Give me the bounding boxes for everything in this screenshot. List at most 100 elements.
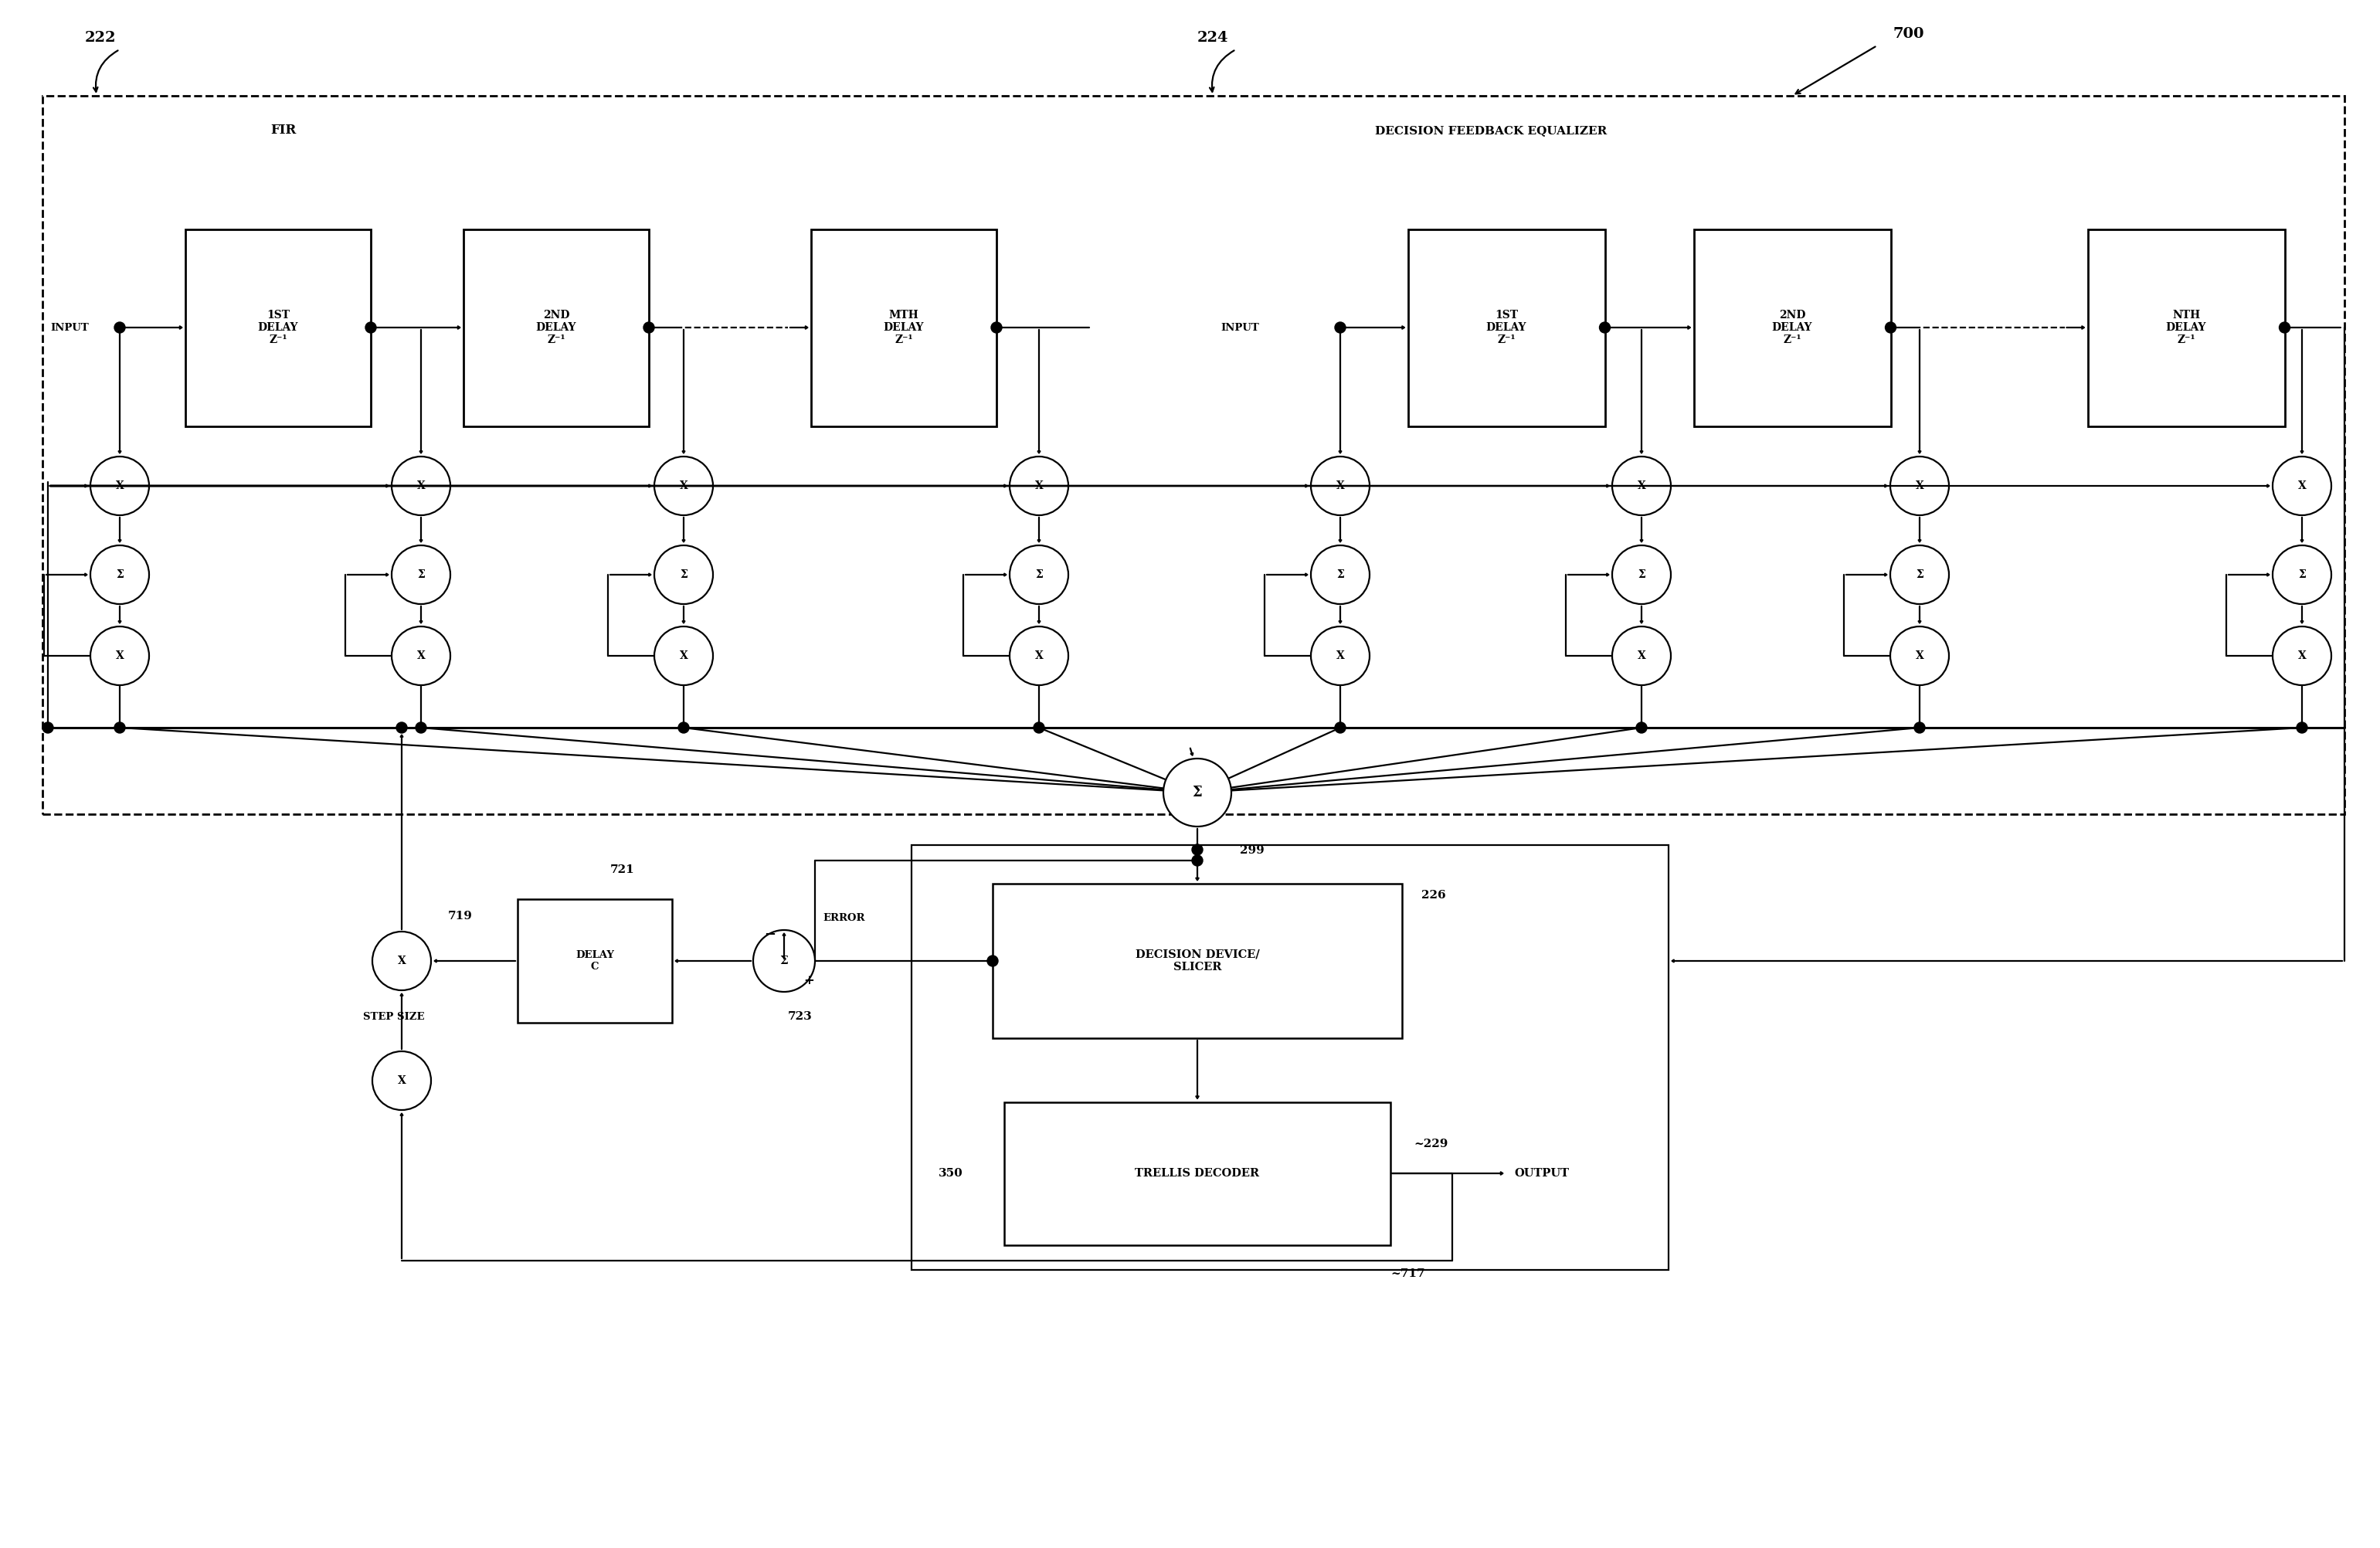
Circle shape <box>1611 627 1671 686</box>
Text: 222: 222 <box>86 31 117 45</box>
Bar <box>812 229 997 426</box>
Circle shape <box>655 545 714 604</box>
Text: 719: 719 <box>447 910 474 921</box>
Circle shape <box>1009 545 1069 604</box>
Text: 723: 723 <box>788 1011 812 1022</box>
Circle shape <box>1885 322 1897 333</box>
Circle shape <box>1311 457 1368 515</box>
Text: DECISION DEVICE/
SLICER: DECISION DEVICE/ SLICER <box>1135 949 1259 972</box>
Circle shape <box>678 723 690 734</box>
Text: Σ: Σ <box>1338 570 1345 580</box>
Circle shape <box>367 322 376 333</box>
Circle shape <box>1890 627 1949 686</box>
Text: X: X <box>1637 650 1645 661</box>
Text: X: X <box>1916 480 1923 491</box>
Text: X: X <box>416 650 426 661</box>
Circle shape <box>1335 723 1345 734</box>
Text: OUTPUT: OUTPUT <box>1514 1167 1568 1178</box>
Text: X: X <box>2297 480 2306 491</box>
Bar <box>516 899 671 1023</box>
Text: X: X <box>397 1076 407 1087</box>
Text: ~229: ~229 <box>1414 1139 1447 1150</box>
Bar <box>2087 229 2285 426</box>
Text: 1ST
DELAY
Z⁻¹: 1ST DELAY Z⁻¹ <box>257 310 298 345</box>
Text: 224: 224 <box>1197 31 1228 45</box>
Circle shape <box>643 322 654 333</box>
Bar <box>912 845 1668 1269</box>
Circle shape <box>371 932 431 991</box>
Text: X: X <box>678 480 688 491</box>
Circle shape <box>1611 457 1671 515</box>
Circle shape <box>2297 723 2306 734</box>
Bar <box>186 229 371 426</box>
Circle shape <box>1033 723 1045 734</box>
Text: Σ: Σ <box>117 570 124 580</box>
Text: 1ST
DELAY
Z⁻¹: 1ST DELAY Z⁻¹ <box>1485 310 1526 345</box>
Text: Σ: Σ <box>416 570 424 580</box>
Text: X: X <box>1335 650 1345 661</box>
Text: 2ND
DELAY
Z⁻¹: 2ND DELAY Z⁻¹ <box>1771 310 1814 345</box>
Circle shape <box>2273 627 2332 686</box>
Circle shape <box>90 545 150 604</box>
Circle shape <box>988 955 997 966</box>
Text: Σ: Σ <box>781 955 788 966</box>
Text: 350: 350 <box>938 1167 964 1178</box>
Text: NTH
DELAY
Z⁻¹: NTH DELAY Z⁻¹ <box>2166 310 2206 345</box>
Text: MTH
DELAY
Z⁻¹: MTH DELAY Z⁻¹ <box>883 310 923 345</box>
Text: Σ: Σ <box>2299 570 2306 580</box>
Text: X: X <box>678 650 688 661</box>
Circle shape <box>1311 545 1368 604</box>
Text: 299: 299 <box>1240 845 1264 856</box>
Text: 226: 226 <box>1421 890 1445 901</box>
Bar <box>43 96 2344 814</box>
Text: ~717: ~717 <box>1390 1268 1426 1279</box>
Text: X: X <box>1035 480 1042 491</box>
Text: FIR: FIR <box>271 124 295 138</box>
Circle shape <box>90 627 150 686</box>
Circle shape <box>43 723 52 734</box>
Circle shape <box>371 1051 431 1110</box>
Circle shape <box>393 545 450 604</box>
Circle shape <box>1192 854 1202 865</box>
Bar <box>992 884 1402 1039</box>
Text: 700: 700 <box>1892 26 1923 40</box>
Text: X: X <box>117 650 124 661</box>
Circle shape <box>90 457 150 515</box>
Circle shape <box>416 723 426 734</box>
Text: DELAY
C: DELAY C <box>576 950 614 972</box>
Bar <box>1004 1102 1390 1245</box>
Circle shape <box>114 322 126 333</box>
Circle shape <box>393 627 450 686</box>
Circle shape <box>752 930 814 992</box>
Text: X: X <box>117 480 124 491</box>
Circle shape <box>1599 322 1611 333</box>
Circle shape <box>1311 627 1368 686</box>
Text: Σ: Σ <box>681 570 688 580</box>
Text: ERROR: ERROR <box>823 913 864 924</box>
Text: 2ND
DELAY
Z⁻¹: 2ND DELAY Z⁻¹ <box>536 310 576 345</box>
Text: Σ: Σ <box>1916 570 1923 580</box>
Circle shape <box>1192 844 1202 854</box>
Text: Σ: Σ <box>1035 570 1042 580</box>
Text: X: X <box>1035 650 1042 661</box>
Circle shape <box>1611 545 1671 604</box>
Text: Σ: Σ <box>1637 570 1645 580</box>
Text: INPUT: INPUT <box>1221 322 1259 333</box>
Circle shape <box>397 723 407 734</box>
Circle shape <box>1890 545 1949 604</box>
Bar <box>1409 229 1604 426</box>
Text: 721: 721 <box>609 864 635 875</box>
Text: X: X <box>1335 480 1345 491</box>
Circle shape <box>114 723 126 734</box>
Circle shape <box>1914 723 1925 734</box>
Bar <box>1695 229 1890 426</box>
Text: X: X <box>1637 480 1645 491</box>
Circle shape <box>2273 457 2332 515</box>
Text: X: X <box>416 480 426 491</box>
Circle shape <box>1890 457 1949 515</box>
Text: Σ: Σ <box>1192 785 1202 799</box>
Circle shape <box>1009 457 1069 515</box>
Text: TRELLIS DECODER: TRELLIS DECODER <box>1135 1167 1259 1178</box>
Circle shape <box>655 627 714 686</box>
Text: X: X <box>397 955 407 966</box>
